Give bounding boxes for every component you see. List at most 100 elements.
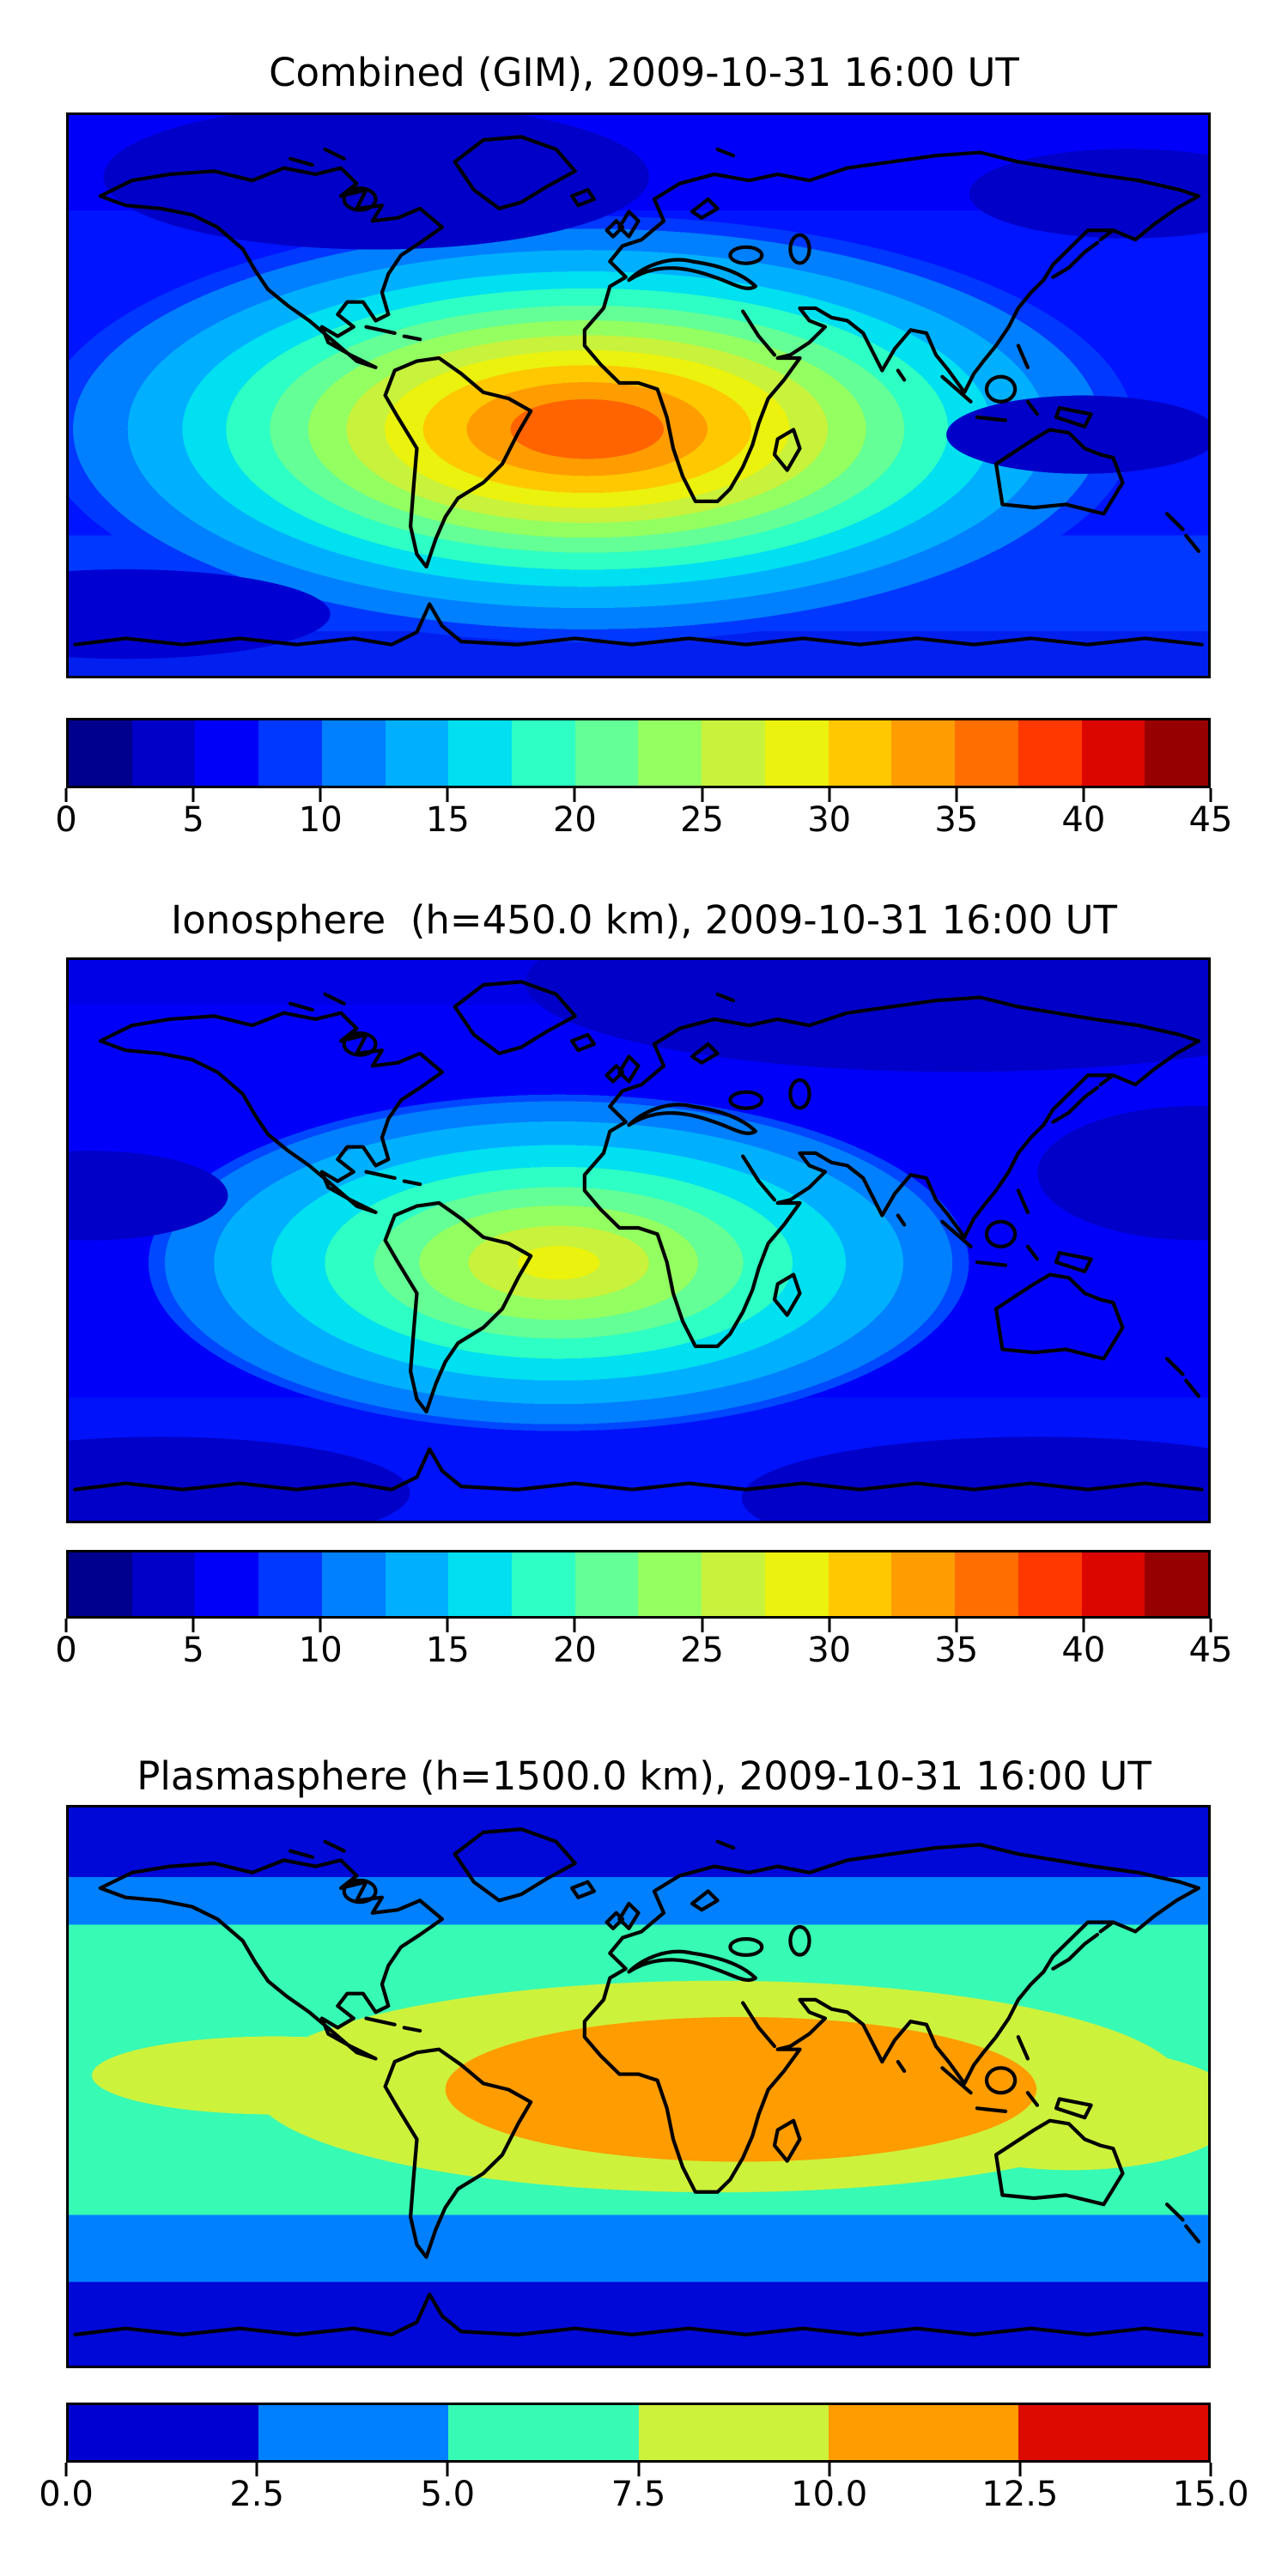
map-ionosphere <box>66 957 1211 1523</box>
colorbar-segment <box>131 720 196 786</box>
tick-mark <box>191 1619 195 1632</box>
colorbar-labels-combined: 0 5 10 15 20 25 30 35 40 45 <box>55 800 1232 845</box>
colorbar-segment <box>574 720 639 786</box>
colorbar-segment <box>448 720 513 786</box>
tick-mark <box>446 1619 449 1632</box>
coastline-antarctica <box>75 605 1201 645</box>
coastline-japan <box>1053 1075 1113 1121</box>
coastline-australia <box>996 2121 1122 2205</box>
coastline-sri-lanka <box>898 2062 904 2071</box>
coastline-sri-lanka <box>898 1215 904 1224</box>
tick-label: 12.5 <box>981 2475 1059 2514</box>
coastline-north-america <box>100 1013 442 1212</box>
coastline-britain <box>619 1904 638 1929</box>
coastline-indonesia <box>942 2068 1091 2117</box>
tick-mark <box>64 788 68 802</box>
tick-mark <box>446 788 449 802</box>
tick-label: 0.0 <box>39 2475 94 2514</box>
colorbar-ticks-combined <box>64 788 1212 802</box>
tick-mark <box>1209 2463 1212 2476</box>
tick-mark <box>319 1619 322 1632</box>
panel-ionosphere: Ionosphere (h=450.0 km), 2009-10-31 16:0… <box>0 859 1288 1717</box>
tick-label: 40 <box>1061 800 1106 840</box>
coastline-black-sea <box>730 1939 762 1955</box>
tick-mark <box>1209 1619 1212 1632</box>
colorbar-segment <box>131 1552 196 1616</box>
coastline-philippines <box>1018 2037 1028 2058</box>
coastlines-overlay <box>69 1807 1208 2366</box>
coastline-red-sea <box>743 1157 775 1200</box>
coastline-ireland <box>607 1066 623 1081</box>
tick-mark <box>637 2463 640 2476</box>
colorbar-segment <box>448 1552 513 1616</box>
tick-label: 25 <box>680 800 724 840</box>
tick-label: 15 <box>425 1631 470 1670</box>
coastline-greenland <box>455 981 575 1053</box>
colorbar-segment <box>955 720 1018 786</box>
tick-label: 5 <box>182 800 204 840</box>
coastline-japan <box>1053 1923 1113 1969</box>
colorbar-segment <box>512 720 575 786</box>
colorbar-segment <box>955 1552 1018 1616</box>
tick-mark <box>828 1619 831 1632</box>
coastline-caribbean <box>366 1172 420 1185</box>
coastline-afro-eurasia <box>585 998 1199 1346</box>
tick-label: 10 <box>298 1631 343 1670</box>
coastline-arctic-islands <box>290 1842 733 1857</box>
coastline-britain <box>619 211 638 236</box>
tick-mark <box>255 2463 258 2476</box>
colorbar-segment <box>321 720 386 786</box>
colorbar-ticks-ionosphere <box>64 1619 1212 1632</box>
coastline-antarctica <box>75 2294 1201 2335</box>
coastline-caspian-sea <box>790 1080 809 1109</box>
tick-label: 10 <box>298 800 343 840</box>
colorbar-segment <box>891 1552 956 1616</box>
coastline-mediterranean <box>629 260 755 289</box>
colorbar-ticks-plasmasphere <box>64 2463 1212 2476</box>
coastline-baltic <box>692 199 717 218</box>
colorbar-combined <box>66 718 1211 788</box>
coastline-antarctica <box>75 1449 1201 1490</box>
coastline-iceland <box>572 190 594 205</box>
coastline-north-america <box>100 1860 442 2058</box>
coastline-new-zealand <box>1167 1358 1199 1396</box>
colorbar-segment <box>1018 1552 1082 1616</box>
coastline-south-america <box>386 2050 532 2257</box>
panel-plasmasphere: Plasmasphere (h=1500.0 km), 2009-10-31 1… <box>0 1717 1288 2576</box>
colorbar-segment <box>828 720 892 786</box>
colorbar-segment <box>574 1552 639 1616</box>
tick-label: 45 <box>1188 1631 1233 1670</box>
coastlines-overlay <box>69 960 1208 1521</box>
tick-label: 20 <box>552 800 597 840</box>
colorbar-segment <box>258 2405 449 2460</box>
coastline-south-america <box>386 1203 532 1412</box>
colorbar-segment <box>1081 1552 1145 1616</box>
coastline-black-sea <box>730 1092 762 1109</box>
colorbar-segment <box>638 2405 829 2460</box>
colorbar-segment <box>258 720 322 786</box>
tick-label: 5 <box>182 1631 204 1670</box>
colorbar-segment <box>638 1552 702 1616</box>
coastline-ireland <box>607 1913 623 1929</box>
colorbar-segment <box>891 720 956 786</box>
coastline-japan <box>1053 230 1113 276</box>
coastline-indonesia <box>942 377 1091 427</box>
coastline-australia <box>996 429 1122 513</box>
coastline-caribbean <box>366 327 420 340</box>
coastline-mediterranean <box>629 1952 755 1980</box>
tick-mark <box>573 1619 576 1632</box>
coastline-madagascar <box>775 1274 799 1315</box>
colorbar-segment <box>702 1552 765 1616</box>
panel-title-ionosphere: Ionosphere (h=450.0 km), 2009-10-31 16:0… <box>170 897 1118 943</box>
map-combined-gim <box>66 112 1211 678</box>
tick-mark <box>1082 1619 1085 1632</box>
coastline-arctic-islands <box>290 149 733 165</box>
coastline-iceland <box>572 1882 594 1898</box>
tick-mark <box>955 1619 958 1632</box>
colorbar-segment <box>1145 720 1208 786</box>
colorbar-segment <box>69 1552 132 1616</box>
colorbar-segment <box>258 1552 322 1616</box>
coastline-caspian-sea <box>790 235 809 264</box>
coastline-new-zealand <box>1167 2204 1199 2241</box>
coastline-greenland <box>455 137 575 208</box>
